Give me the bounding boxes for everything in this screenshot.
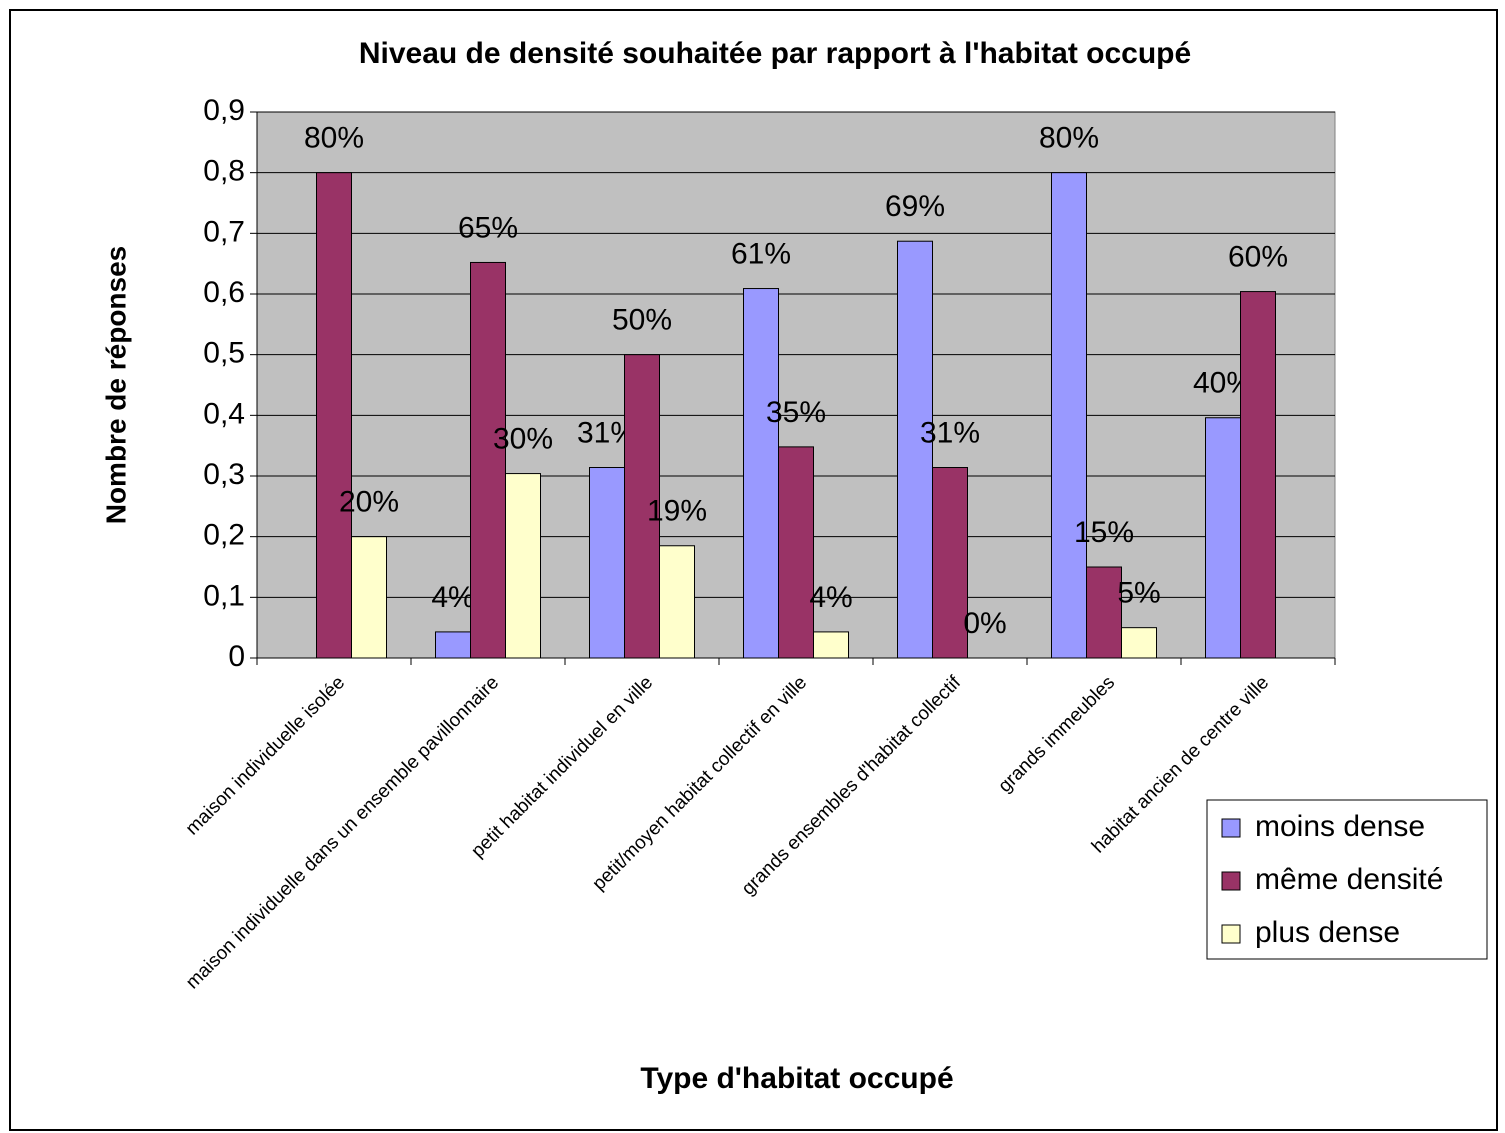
data-label: 4% [431,581,474,614]
y-tick-label: 0,6 [203,276,245,309]
data-label: 20% [339,486,399,519]
y-tick-label: 0,4 [203,397,245,430]
bar [778,446,814,659]
legend-swatch [1221,871,1241,891]
data-label: 65% [458,211,518,244]
data-label: 5% [1117,577,1160,610]
bar [435,631,471,659]
bar [897,240,933,659]
bar [1240,291,1276,659]
bar [470,261,506,659]
bar [1205,417,1241,659]
data-label: 80% [304,122,364,155]
bar [589,467,625,659]
bar [813,631,849,659]
bar [1051,172,1087,659]
bar [743,288,779,659]
y-tick-label: 0,2 [203,519,245,552]
legend-label: moins dense [1255,810,1425,843]
data-label: 19% [647,495,707,528]
bar [932,467,968,659]
data-label: 80% [1039,122,1099,155]
y-tick-label: 0,8 [203,155,245,188]
y-tick-label: 0 [228,640,245,673]
x-axis-title: Type d'habitat occupé [640,1062,953,1095]
bar [1086,566,1122,659]
data-label: 35% [766,396,826,429]
chart-title: Niveau de densité souhaitée par rapport … [359,37,1191,70]
legend-box [1206,799,1488,960]
data-label: 31% [920,416,980,449]
bar [351,536,387,659]
bar [505,473,541,659]
data-label: 50% [612,304,672,337]
data-label: 4% [809,581,852,614]
data-label: 61% [731,237,791,270]
bar [624,354,660,659]
legend-swatch [1221,818,1241,838]
y-tick-label: 0,9 [203,94,245,127]
data-label: 30% [493,422,553,455]
y-tick-label: 0,1 [203,579,245,612]
bar [659,545,695,659]
legend-label: même densité [1255,863,1443,896]
legend-swatch [1221,924,1241,944]
data-label: 15% [1074,516,1134,549]
y-tick-label: 0,3 [203,458,245,491]
data-label: 0% [963,607,1006,640]
data-label: 69% [885,190,945,223]
y-tick-label: 0,7 [203,215,245,248]
y-axis-title: Nombre de réponses [100,246,131,525]
data-label: 60% [1228,240,1288,273]
bar [1121,627,1157,659]
legend-label: plus dense [1255,916,1400,949]
bar [316,172,352,659]
y-tick-label: 0,5 [203,337,245,370]
